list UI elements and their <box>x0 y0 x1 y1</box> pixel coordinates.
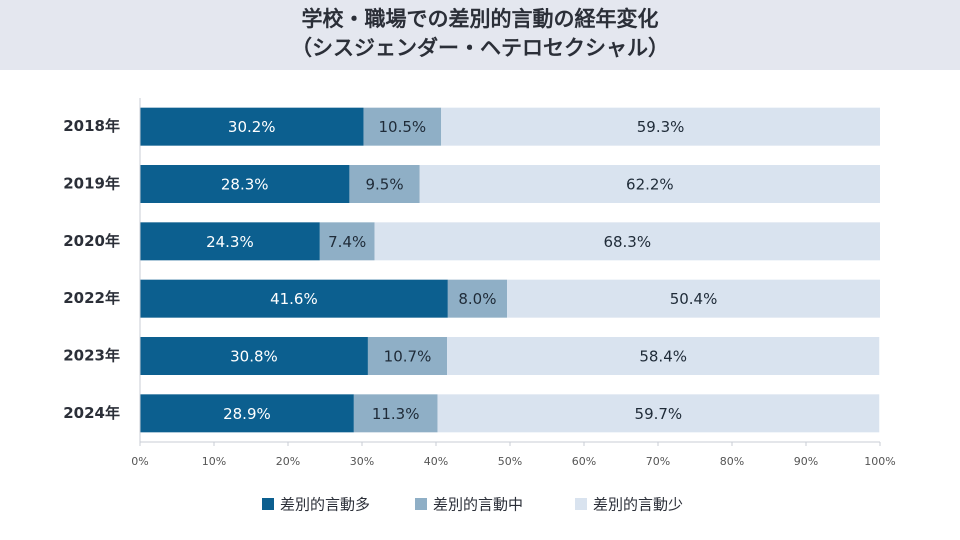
x-tick-label: 100% <box>864 455 895 468</box>
y-tick-label: 2022年 <box>63 289 120 307</box>
chart-subtitle: （シスジェンダー・ヘテロセクシャル） <box>291 36 669 60</box>
value-label: 8.0% <box>458 290 496 308</box>
value-label: 30.8% <box>230 348 278 366</box>
header-band <box>0 0 960 70</box>
value-label: 11.3% <box>372 405 420 423</box>
value-label: 9.5% <box>366 176 404 194</box>
x-tick-label: 30% <box>350 455 374 468</box>
x-tick-label: 90% <box>794 455 818 468</box>
bar-segment <box>447 279 508 318</box>
bar-segment <box>447 337 880 375</box>
bar-segment <box>140 394 354 433</box>
bar-segment <box>507 279 880 318</box>
value-label: 59.3% <box>637 118 685 136</box>
bar-segment <box>140 222 320 261</box>
legend-swatch <box>415 498 427 510</box>
bar-segment <box>374 222 880 261</box>
x-tick-label: 40% <box>424 455 448 468</box>
value-label: 41.6% <box>270 290 318 308</box>
bar-segment <box>437 394 880 433</box>
bar-segment <box>319 222 375 261</box>
value-label: 10.5% <box>379 118 427 136</box>
x-tick-label: 20% <box>276 455 300 468</box>
value-label: 28.3% <box>221 176 269 194</box>
x-tick-label: 0% <box>131 455 148 468</box>
bar-segment <box>349 165 420 203</box>
bar-segment <box>140 165 350 203</box>
bar-segment <box>140 337 368 375</box>
value-label: 7.4% <box>328 233 366 251</box>
legend-swatch <box>575 498 587 510</box>
value-label: 10.7% <box>384 348 432 366</box>
x-tick-label: 70% <box>646 455 670 468</box>
x-tick-label: 10% <box>202 455 226 468</box>
x-tick-label: 50% <box>498 455 522 468</box>
bar-segment <box>441 107 880 146</box>
value-label: 30.2% <box>228 118 276 136</box>
y-tick-label: 2023年 <box>63 347 120 365</box>
value-label: 24.3% <box>206 233 254 251</box>
bar-segment <box>140 107 364 146</box>
legend-label: 差別的言動少 <box>593 496 683 514</box>
value-label: 62.2% <box>626 176 674 194</box>
x-tick-label: 80% <box>720 455 744 468</box>
bar-segment <box>140 279 448 318</box>
value-label: 50.4% <box>670 290 718 308</box>
chart-title: 学校・職場での差別的言動の経年変化 <box>302 7 659 31</box>
value-label: 28.9% <box>223 405 271 423</box>
legend-swatch <box>262 498 274 510</box>
x-tick-label: 60% <box>572 455 596 468</box>
legend-label: 差別的言動中 <box>433 496 523 514</box>
y-tick-label: 2019年 <box>63 175 120 193</box>
bar-segment <box>353 394 438 433</box>
y-tick-label: 2024年 <box>63 404 120 422</box>
bar-segment <box>367 337 448 375</box>
value-label: 59.7% <box>635 405 683 423</box>
bar-segment <box>419 165 880 203</box>
legend-label: 差別的言動多 <box>280 496 370 514</box>
bar-segment <box>363 107 442 146</box>
value-label: 68.3% <box>603 233 651 251</box>
value-label: 58.4% <box>639 348 687 366</box>
y-tick-label: 2018年 <box>63 117 120 135</box>
y-tick-label: 2020年 <box>63 232 120 250</box>
